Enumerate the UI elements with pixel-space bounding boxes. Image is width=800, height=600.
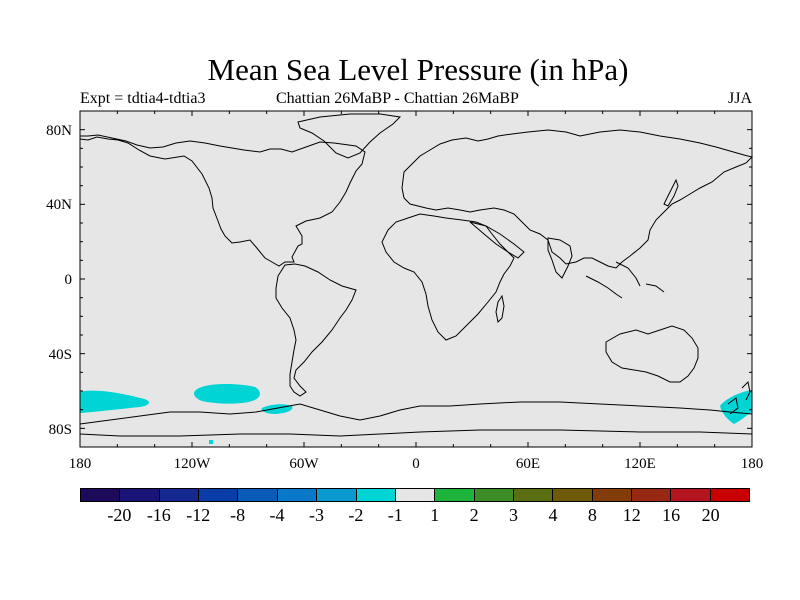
coastline-india: [547, 237, 573, 279]
colorbar-swatch: [238, 489, 278, 501]
colorbar-swatch: [513, 489, 554, 501]
colorbar-label: -16: [146, 505, 171, 525]
colorbar-label: 3: [509, 505, 519, 525]
map-background: [80, 111, 752, 447]
season-label: JJA: [727, 90, 752, 107]
anomaly-region: [720, 390, 752, 424]
x-tick-label: 120E: [624, 456, 656, 472]
experiment-label: Expt = tdtia4-tdtia3: [80, 90, 206, 107]
colorbar: [80, 488, 750, 502]
colorbar-label: 1: [430, 505, 440, 525]
x-tick-label: 120W: [173, 456, 211, 472]
colorbar-label: -1: [387, 505, 403, 525]
coastline-eurasia: [401, 129, 753, 269]
axis-ticks: [79, 110, 753, 448]
coastline-africa: [381, 213, 515, 341]
colorbar-label: -8: [230, 505, 246, 525]
colorbar-swatch: [199, 489, 239, 501]
anomaly-region: [194, 383, 260, 404]
colorbar-label: 20: [701, 505, 720, 525]
y-tick-label: 0: [64, 272, 73, 288]
x-tick-label: 180: [740, 456, 764, 472]
coastline-southeast-asia-islands: [585, 261, 665, 299]
colorbar-label: 12: [622, 505, 641, 525]
coastline-greenland: [297, 113, 402, 159]
coastline-north-america: [79, 134, 366, 267]
colorbar-label: -2: [348, 505, 364, 525]
coastline-japan: [663, 178, 679, 207]
colorbar-label: 16: [662, 505, 681, 525]
y-tick-label: 80S: [48, 422, 72, 438]
colorbar-swatch: [277, 489, 318, 501]
coastline-layer: [79, 113, 753, 437]
anomaly-layer: [80, 383, 752, 444]
coastline-madagascar: [495, 294, 505, 324]
y-tick-label: 40S: [48, 347, 72, 363]
x-tick-label: 180: [68, 456, 92, 472]
colorbar-swatch: [120, 489, 160, 501]
colorbar-swatch: [632, 489, 672, 501]
colorbar-swatch: [435, 489, 475, 501]
colorbar-swatch: [159, 489, 200, 501]
colorbar-label: -12: [186, 505, 211, 525]
y-tick-label: 80N: [46, 123, 72, 139]
colorbar-label: 4: [548, 505, 558, 525]
colorbar-swatch: [553, 489, 593, 501]
colorbar-label: -3: [308, 505, 324, 525]
colorbar-swatch: [317, 489, 357, 501]
colorbar-swatch: [81, 489, 121, 501]
anomaly-region: [80, 390, 149, 413]
colorbar-swatch: [474, 489, 514, 501]
colorbar-swatch: [356, 489, 396, 501]
colorbar-swatch: [592, 489, 633, 501]
x-tick-label: 60W: [289, 456, 319, 472]
coastline-south-america: [275, 263, 357, 397]
coastline-arabia: [469, 221, 525, 259]
colorbar-label: -4: [269, 505, 285, 525]
colorbar-swatch: [671, 489, 711, 501]
y-tick-label: 40N: [46, 197, 72, 213]
coastline-australia: [605, 325, 699, 383]
chart-title: Mean Sea Level Pressure (in hPa): [207, 52, 629, 87]
anomaly-region: [209, 440, 213, 444]
colorbar-label: 8: [587, 505, 597, 525]
x-tick-label: 60E: [515, 456, 541, 472]
colorbar-swatch: [395, 489, 436, 501]
x-tick-label: 0: [412, 456, 420, 472]
period-label: Chattian 26MaBP - Chattian 26MaBP: [276, 90, 519, 107]
colorbar-swatch: [710, 489, 750, 501]
coastline-new-zealand: [727, 380, 751, 415]
colorbar-label: 2: [469, 505, 479, 525]
colorbar-label: -20: [107, 505, 132, 525]
coastline-antarctica: [79, 401, 753, 437]
